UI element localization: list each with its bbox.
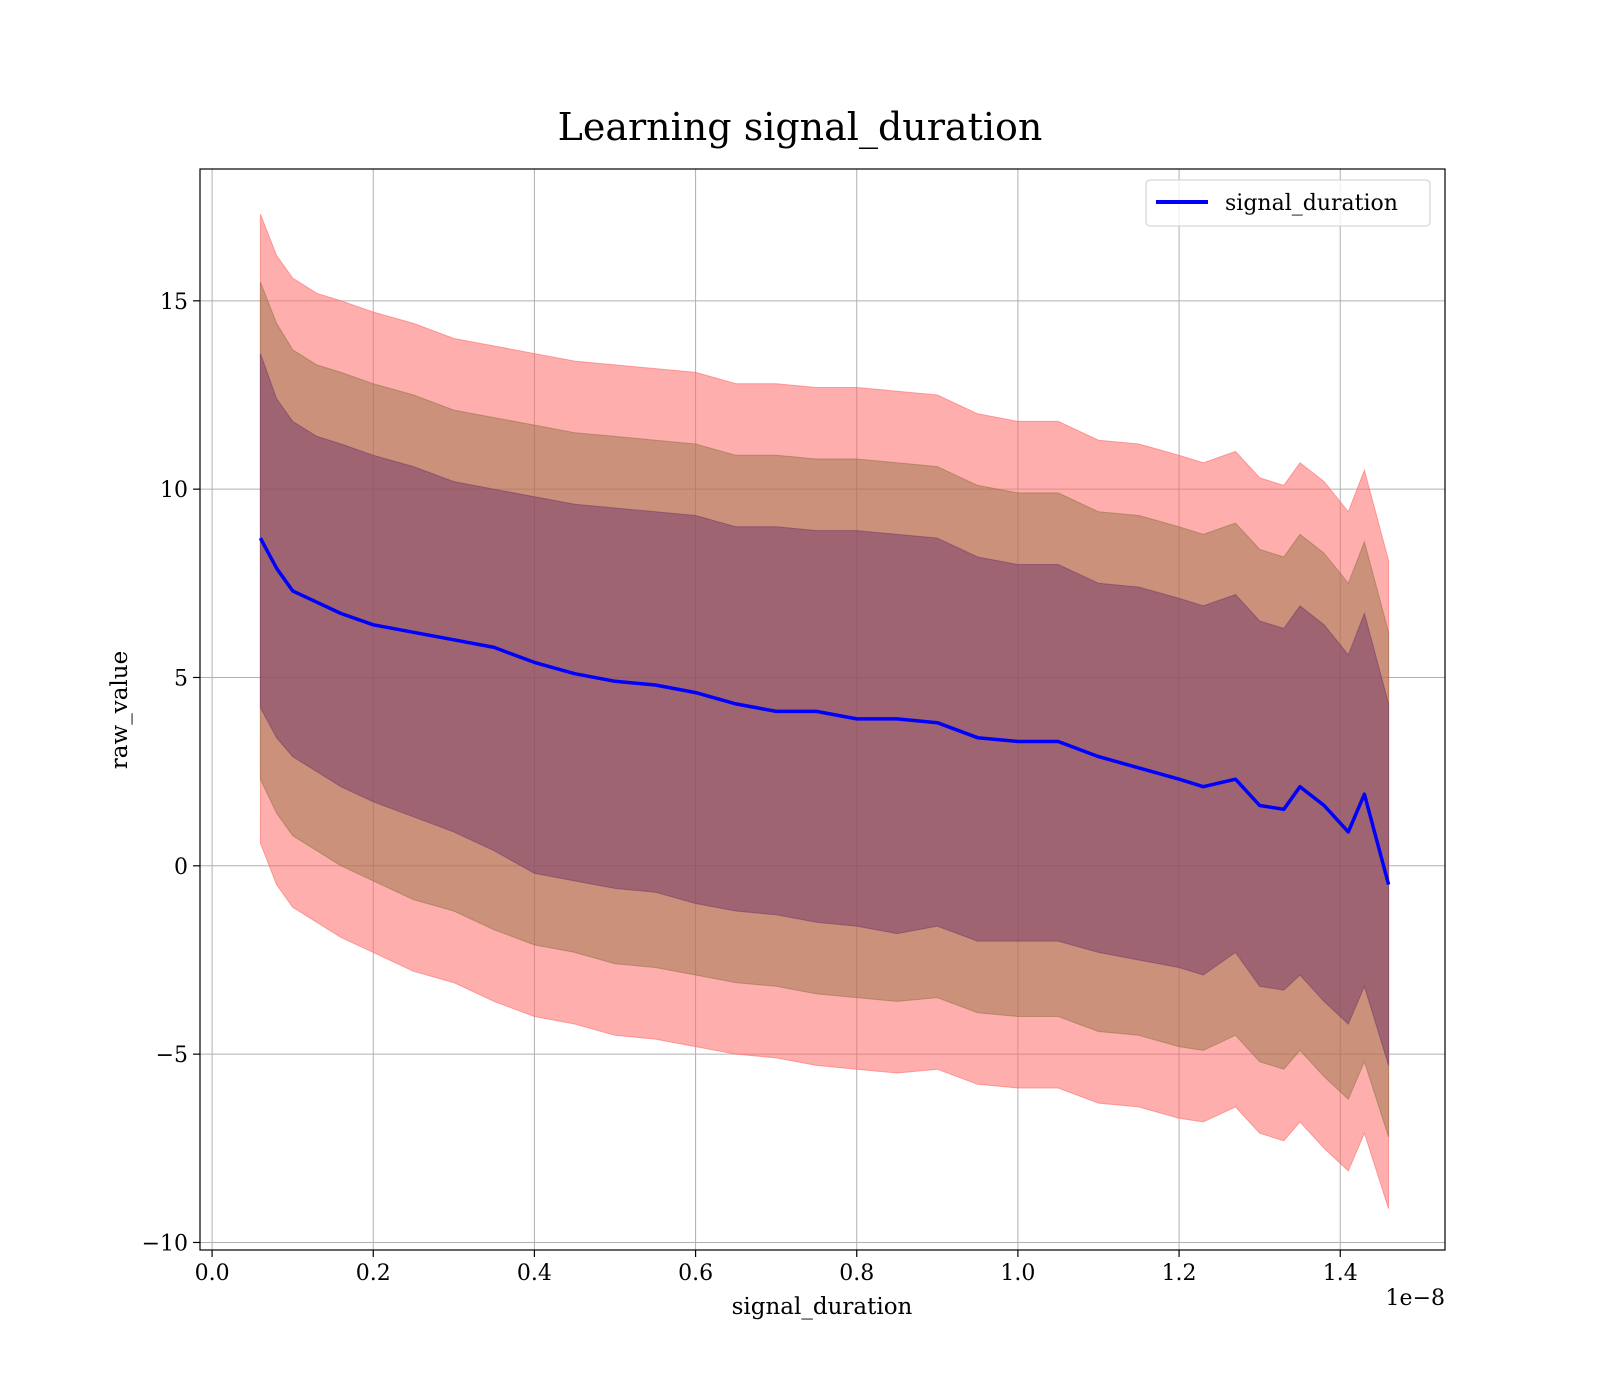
series-line-signal-duration (258, 537, 1391, 886)
x-axis-offset-label: 1e−8 (1386, 1286, 1445, 1311)
series-lines (258, 537, 1391, 886)
y-tick-label: 10 (160, 478, 188, 503)
legend: signal_duration (1145, 179, 1431, 227)
y-axis-label: raw_value (107, 651, 133, 769)
plot-frame (199, 168, 1446, 1251)
y-tick-label: 15 (160, 290, 188, 315)
x-axis-label: signal_duration (732, 1294, 913, 1320)
legend-box (1145, 179, 1431, 227)
y-tick-label: −10 (142, 1231, 188, 1256)
y-tick-label: −5 (156, 1043, 188, 1068)
x-tick-label: 0.4 (517, 1261, 552, 1286)
x-tick-label: 1.0 (1000, 1261, 1035, 1286)
x-tick-label: 1.4 (1323, 1261, 1358, 1286)
band-1sigma (259, 353, 1390, 1066)
y-tick-label: 5 (174, 666, 188, 691)
legend-label: signal_duration (1225, 191, 1398, 216)
x-tick-label: 0.8 (839, 1261, 874, 1286)
x-tick-label: 0.2 (356, 1261, 391, 1286)
x-tick-label: 0.6 (678, 1261, 713, 1286)
chart-title: Learning signal_duration (558, 105, 1043, 150)
x-tick-label: 0.0 (195, 1261, 230, 1286)
x-tick-label: 1.2 (1162, 1261, 1197, 1286)
ticks: 0.0 0.2 0.4 0.6 0.8 1.0 1.2 1.4 −10 −5 0 5 10 15 (142, 290, 1358, 1286)
y-tick-label: 0 (174, 855, 188, 880)
